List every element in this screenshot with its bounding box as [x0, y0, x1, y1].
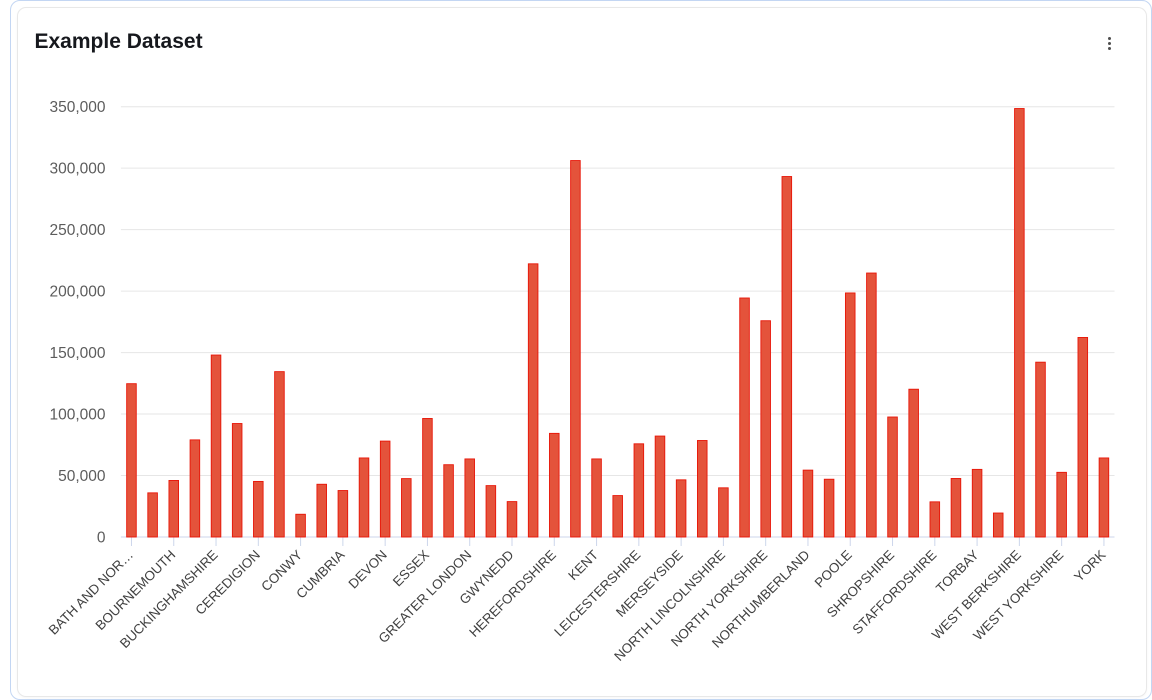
svg-text:100,000: 100,000 [49, 406, 105, 423]
svg-text:YORK: YORK [1071, 547, 1108, 584]
svg-text:0: 0 [97, 529, 106, 546]
svg-text:150,000: 150,000 [49, 345, 105, 362]
svg-text:200,000: 200,000 [49, 283, 105, 300]
svg-text:ESSEX: ESSEX [390, 547, 432, 589]
svg-text:STAFFORDSHIRE: STAFFORDSHIRE [850, 547, 940, 637]
svg-text:DEVON: DEVON [345, 547, 389, 591]
svg-text:50,000: 50,000 [58, 468, 106, 485]
svg-text:250,000: 250,000 [49, 222, 105, 239]
svg-text:350,000: 350,000 [49, 99, 105, 116]
svg-text:BOURNEMOUTH: BOURNEMOUTH [93, 547, 179, 633]
svg-text:KENT: KENT [565, 547, 601, 583]
svg-text:300,000: 300,000 [49, 160, 105, 177]
